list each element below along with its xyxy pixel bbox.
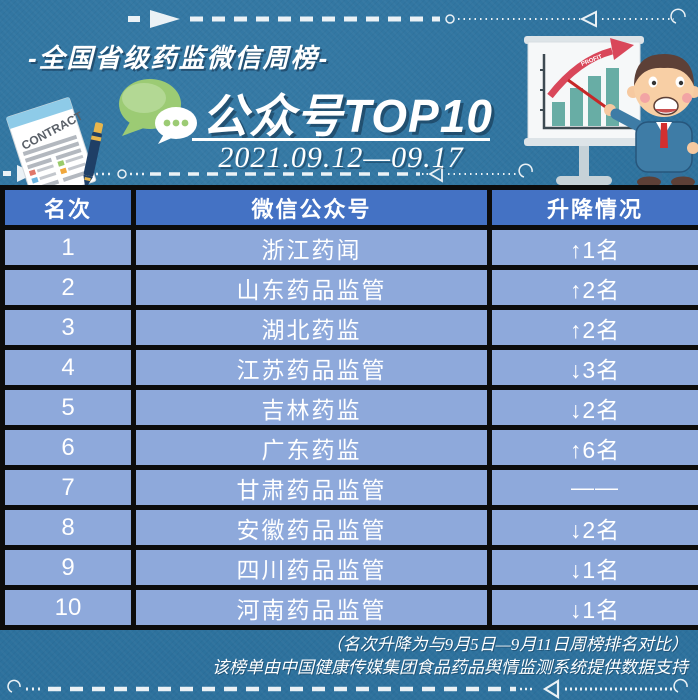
- table-row: 10 河南药品监管 ↓1名: [5, 590, 698, 625]
- table-header-row: 名次 微信公众号 升降情况: [5, 190, 698, 225]
- table-row: 5 吉林药监 ↓2名: [5, 390, 698, 425]
- title-underline: [192, 138, 490, 141]
- date-range: 2021.09.12—09.17: [218, 141, 464, 174]
- cell-account: 广东药监: [136, 430, 487, 465]
- table-row: 3 湖北药监 ↑2名: [5, 310, 698, 345]
- cell-rank: 5: [5, 390, 131, 425]
- bottom-dashed-line-decoration: [7, 678, 688, 699]
- cell-rank: 4: [5, 350, 131, 385]
- cell-change: ↓3名: [492, 350, 698, 385]
- cell-change: ↑2名: [492, 310, 698, 345]
- cell-account: 安徽药品监管: [136, 510, 487, 545]
- cell-account: 湖北药监: [136, 310, 487, 345]
- cell-rank: 3: [5, 310, 131, 345]
- ranking-table: 名次 微信公众号 升降情况 1 浙江药闻 ↑1名 2 山东药品监管 ↑2名 3 湖北药监 ↑2名…: [0, 185, 698, 630]
- cell-rank: 9: [5, 550, 131, 585]
- cell-rank: 1: [5, 230, 131, 265]
- cell-change: ↑2名: [492, 270, 698, 305]
- cell-change: ↓1名: [492, 550, 698, 585]
- table-row: 6 广东药监 ↑6名: [5, 430, 698, 465]
- cell-account: 甘肃药品监管: [136, 470, 487, 505]
- cell-account: 江苏药品监管: [136, 350, 487, 385]
- col-header-change: 升降情况: [492, 190, 698, 225]
- footer-note-comparison: （名次升降为与9月5日—9月11日周榜排名对比）: [325, 635, 688, 654]
- presenter-flipchart-icon: PROFIT: [524, 36, 698, 188]
- cell-change: ↑6名: [492, 430, 698, 465]
- poster-subtitle: -全国省级药监微信周榜-: [28, 43, 330, 73]
- cell-rank: 6: [5, 430, 131, 465]
- poster-title: 公众号TOP10: [202, 90, 493, 142]
- col-header-rank: 名次: [5, 190, 131, 225]
- cell-rank: 10: [5, 590, 131, 625]
- cell-account: 吉林药监: [136, 390, 487, 425]
- cell-account: 山东药品监管: [136, 270, 487, 305]
- wechat-icon: [119, 79, 197, 144]
- table-row: 4 江苏药品监管 ↓3名: [5, 350, 698, 385]
- contract-document-icon: CONTRACT: [6, 97, 104, 198]
- cell-rank: 7: [5, 470, 131, 505]
- cell-change: ↑1名: [492, 230, 698, 265]
- table-row: 2 山东药品监管 ↑2名: [5, 270, 698, 305]
- table-row: 7 甘肃药品监管 ——: [5, 470, 698, 505]
- cell-change: ↓1名: [492, 590, 698, 625]
- table-row: 1 浙江药闻 ↑1名: [5, 230, 698, 265]
- table-row: 9 四川药品监管 ↓1名: [5, 550, 698, 585]
- cell-change: ↓2名: [492, 390, 698, 425]
- cell-change: ↓2名: [492, 510, 698, 545]
- table-row: 8 安徽药品监管 ↓2名: [5, 510, 698, 545]
- cell-account: 四川药品监管: [136, 550, 487, 585]
- cell-account: 浙江药闻: [136, 230, 487, 265]
- cell-change: ——: [492, 470, 698, 505]
- cell-rank: 2: [5, 270, 131, 305]
- cell-account: 河南药品监管: [136, 590, 487, 625]
- top-dashed-line-decoration: [128, 8, 686, 28]
- cell-rank: 8: [5, 510, 131, 545]
- col-header-account: 微信公众号: [136, 190, 487, 225]
- footer-note-datasource: 该榜单由中国健康传媒集团食品药品舆情监测系统提供数据支持: [212, 658, 688, 677]
